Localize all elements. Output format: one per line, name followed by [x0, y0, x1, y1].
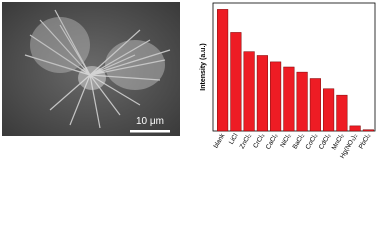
figure: 10 μm Intensity (a.u.) blank LiCl ZnCl₂ CrC… — [2, 2, 376, 160]
bar — [349, 125, 361, 132]
bar — [323, 88, 335, 132]
x-tick-label: blank — [213, 132, 227, 150]
bar — [270, 61, 282, 132]
bar — [230, 32, 242, 132]
x-tick-label: CaCl₂ — [265, 132, 280, 151]
sem-image: 10 μm — [2, 2, 180, 136]
bar — [309, 78, 321, 132]
bar — [256, 55, 268, 132]
bar — [217, 9, 229, 132]
x-tick-label: PbCl₂ — [358, 132, 373, 150]
bar — [243, 51, 255, 132]
y-axis-label: Intensity (a.u.) — [200, 43, 207, 90]
bar — [336, 94, 348, 132]
bar — [362, 129, 374, 132]
scale-bar-label: 10 μm — [136, 116, 164, 127]
x-tick-label: ZnCl₂ — [239, 132, 253, 150]
bar — [296, 71, 308, 132]
x-tick-label: LiCl — [228, 132, 240, 146]
bar — [283, 66, 295, 132]
